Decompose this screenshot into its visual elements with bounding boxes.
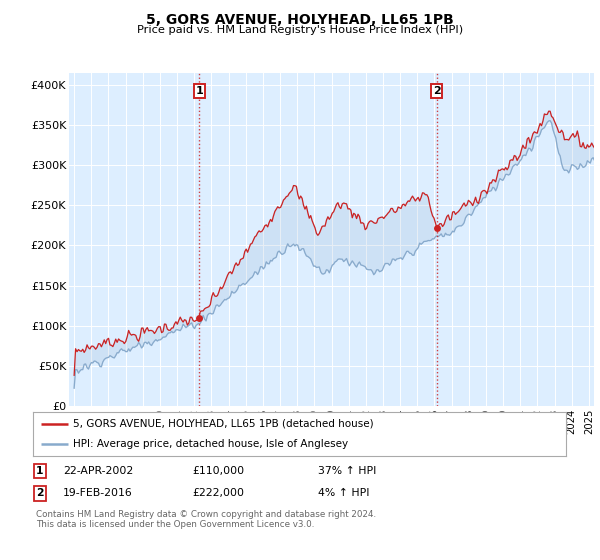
Text: 2: 2: [36, 488, 44, 498]
Text: £222,000: £222,000: [192, 488, 244, 498]
Text: Contains HM Land Registry data © Crown copyright and database right 2024.
This d: Contains HM Land Registry data © Crown c…: [36, 510, 376, 529]
Text: £110,000: £110,000: [192, 466, 244, 476]
Text: 2: 2: [433, 86, 440, 96]
Text: 5, GORS AVENUE, HOLYHEAD, LL65 1PB: 5, GORS AVENUE, HOLYHEAD, LL65 1PB: [146, 13, 454, 27]
Text: 37% ↑ HPI: 37% ↑ HPI: [318, 466, 376, 476]
Text: HPI: Average price, detached house, Isle of Anglesey: HPI: Average price, detached house, Isle…: [73, 439, 348, 449]
Text: 5, GORS AVENUE, HOLYHEAD, LL65 1PB (detached house): 5, GORS AVENUE, HOLYHEAD, LL65 1PB (deta…: [73, 419, 374, 429]
Text: 4% ↑ HPI: 4% ↑ HPI: [318, 488, 370, 498]
Text: 22-APR-2002: 22-APR-2002: [63, 466, 133, 476]
Text: 1: 1: [196, 86, 203, 96]
Text: 1: 1: [36, 466, 44, 476]
Text: 19-FEB-2016: 19-FEB-2016: [63, 488, 133, 498]
Text: Price paid vs. HM Land Registry's House Price Index (HPI): Price paid vs. HM Land Registry's House …: [137, 25, 463, 35]
